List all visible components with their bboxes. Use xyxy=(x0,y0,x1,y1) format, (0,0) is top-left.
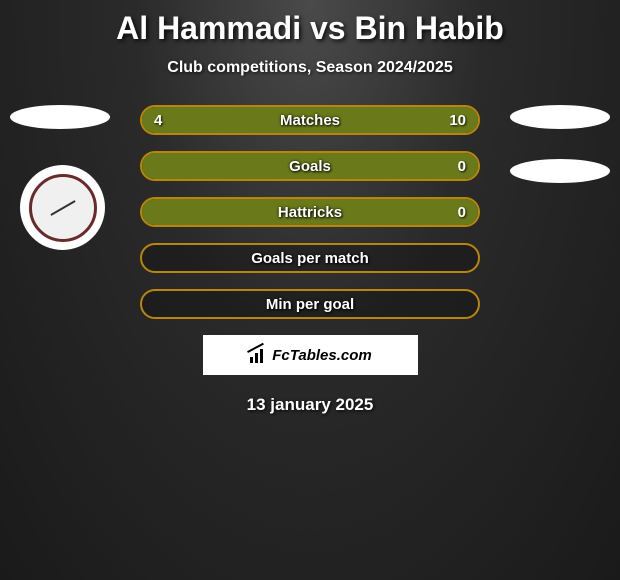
stat-label: Matches xyxy=(280,112,340,129)
stat-label: Goals xyxy=(289,158,331,175)
stat-fill-right xyxy=(236,107,478,133)
stat-row-mpg: Min per goal xyxy=(140,289,480,319)
stats-area: 4 Matches 10 Goals 0 Hattricks 0 Goals p… xyxy=(0,105,620,415)
stat-row-gpm: Goals per match xyxy=(140,243,480,273)
stat-right-value: 0 xyxy=(458,204,466,221)
stat-label: Min per goal xyxy=(266,296,354,313)
brand-box: FcTables.com xyxy=(203,335,418,375)
stat-row-hattricks: Hattricks 0 xyxy=(140,197,480,227)
stat-rows: 4 Matches 10 Goals 0 Hattricks 0 Goals p… xyxy=(140,105,480,319)
player-right-placeholder-2 xyxy=(510,159,610,183)
page-subtitle: Club competitions, Season 2024/2025 xyxy=(0,59,620,77)
stat-label: Hattricks xyxy=(278,204,342,221)
stat-right-value: 10 xyxy=(449,112,466,129)
stat-left-value: 4 xyxy=(154,112,162,129)
page-title: Al Hammadi vs Bin Habib xyxy=(0,0,620,47)
brand-text: FcTables.com xyxy=(272,347,371,364)
player-left-placeholder xyxy=(10,105,110,129)
player-right-placeholder-1 xyxy=(510,105,610,129)
stat-label: Goals per match xyxy=(251,250,369,267)
stat-row-matches: 4 Matches 10 xyxy=(140,105,480,135)
stat-right-value: 0 xyxy=(458,158,466,175)
fctables-icon xyxy=(248,347,268,363)
footer-date: 13 january 2025 xyxy=(0,395,620,415)
club-logo-inner xyxy=(29,174,97,242)
stat-row-goals: Goals 0 xyxy=(140,151,480,181)
club-logo-left xyxy=(20,165,105,250)
